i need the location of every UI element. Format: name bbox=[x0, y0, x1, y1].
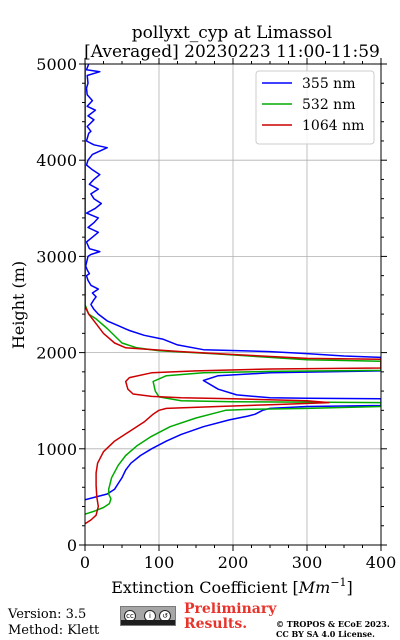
y-tick-label: 2000 bbox=[36, 344, 77, 363]
chart-subtitle: [Averaged] 20230223 11:00-11:59 bbox=[84, 42, 380, 62]
copyright-line1: © TROPOS & ECoE 2023. bbox=[276, 619, 390, 629]
y-tick-label: 0 bbox=[67, 536, 77, 555]
y-tick-label: 1000 bbox=[36, 440, 77, 459]
legend-label: 532 nm bbox=[302, 97, 355, 113]
preliminary-notice: Preliminary Results. bbox=[184, 602, 276, 632]
series-lines bbox=[85, 64, 381, 525]
y-tick-label: 4000 bbox=[36, 151, 77, 170]
series-line-1064-nm bbox=[85, 64, 381, 525]
x-axis-label: Extinction Coefficient [Mm−1] bbox=[111, 576, 353, 597]
y-tick-label: 5000 bbox=[36, 55, 77, 74]
method-text: Method: Klett bbox=[8, 623, 100, 638]
version-info: Version: 3.5 Method: Klett bbox=[8, 607, 99, 639]
copyright-line2: CC BY SA 4.0 License. bbox=[276, 628, 375, 639]
legend-label: 1064 nm bbox=[302, 118, 364, 134]
copyright-notice: © TROPOS & ECoE 2023. CC BY SA 4.0 Licen… bbox=[276, 619, 390, 639]
version-text: Version: 3.5 bbox=[8, 607, 87, 622]
series-line-355-nm bbox=[85, 64, 381, 501]
x-tick-label: 300 bbox=[292, 553, 323, 572]
x-tick-label: 100 bbox=[144, 553, 175, 572]
y-axis-label: Height (m) bbox=[9, 261, 28, 349]
legend: 355 nm 532 nm 1064 nm bbox=[255, 70, 375, 145]
y-tick-label: 3000 bbox=[36, 247, 77, 266]
x-tick-label: 400 bbox=[366, 553, 397, 572]
preliminary-line2: Results. bbox=[184, 616, 248, 632]
x-tick-label: 0 bbox=[80, 553, 90, 572]
legend-label: 355 nm bbox=[302, 76, 355, 92]
chart-title: pollyxt_cyp at Limassol bbox=[132, 23, 332, 43]
cc-by-sa-icon: cc i ↺ bbox=[120, 606, 176, 626]
preliminary-line1: Preliminary bbox=[184, 601, 277, 617]
x-tick-label: 200 bbox=[218, 553, 249, 572]
